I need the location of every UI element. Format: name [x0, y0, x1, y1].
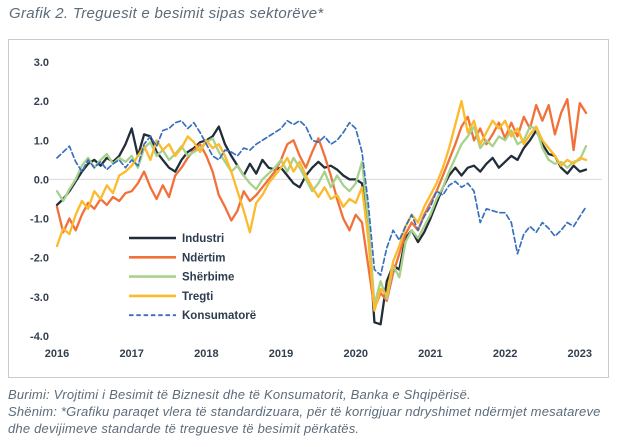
legend-label: Tregti: [182, 291, 213, 303]
y-axis-tick-label: -1.0: [30, 214, 49, 226]
legend-label: Ndërtim: [182, 252, 225, 264]
source-note: Burimi: Vrojtimi i Besimit të Biznesit d…: [8, 387, 471, 402]
y-axis-tick-label: 1.0: [34, 135, 49, 147]
chart-footnotes: Burimi: Vrojtimi i Besimit të Biznesit d…: [8, 386, 614, 437]
x-axis-tick-label: 2021: [418, 348, 442, 360]
series-line-tregti: [55, 99, 588, 312]
y-axis-tick-label: 3.0: [34, 57, 49, 69]
y-axis-tick-label: -4.0: [30, 331, 49, 343]
y-axis-tick-label: -2.0: [30, 253, 49, 265]
method-note: Shënim: *Grafiku paraqet vlera të standa…: [8, 404, 601, 437]
chart-title: Grafik 2. Treguesit e besimit sipas sekt…: [9, 5, 324, 22]
x-axis-tick-label: 2020: [343, 348, 367, 360]
chart-area: 3.0 2.0 1.0 0.0 -1.0 -2.0 -3.0 -4.0 2016 2017 2018…: [8, 39, 609, 378]
y-axis-tick-label: 2.0: [34, 96, 49, 108]
x-axis-tick-label: 2023: [568, 348, 592, 360]
x-axis-tick-label: 2018: [194, 348, 218, 360]
legend-label: Shërbime: [182, 272, 234, 284]
x-axis-tick-label: 2017: [119, 348, 143, 360]
y-axis-tick-label: -3.0: [30, 292, 49, 304]
legend-label: Konsumatorë: [182, 310, 256, 322]
confidence-line-chart: 3.0 2.0 1.0 0.0 -1.0 -2.0 -3.0 -4.0 2016 2017 2018…: [30, 57, 602, 360]
x-axis-tick-label: 2022: [493, 348, 517, 360]
x-axis-tick-label: 2016: [45, 348, 69, 360]
series-line-industri: [55, 125, 588, 326]
x-axis-tick-label: 2019: [269, 348, 293, 360]
legend-label: Industri: [182, 233, 224, 245]
series-line-ndertim: [55, 98, 588, 310]
series-line-konsumatore: [56, 119, 587, 277]
y-axis-tick-label: 0.0: [34, 174, 49, 186]
